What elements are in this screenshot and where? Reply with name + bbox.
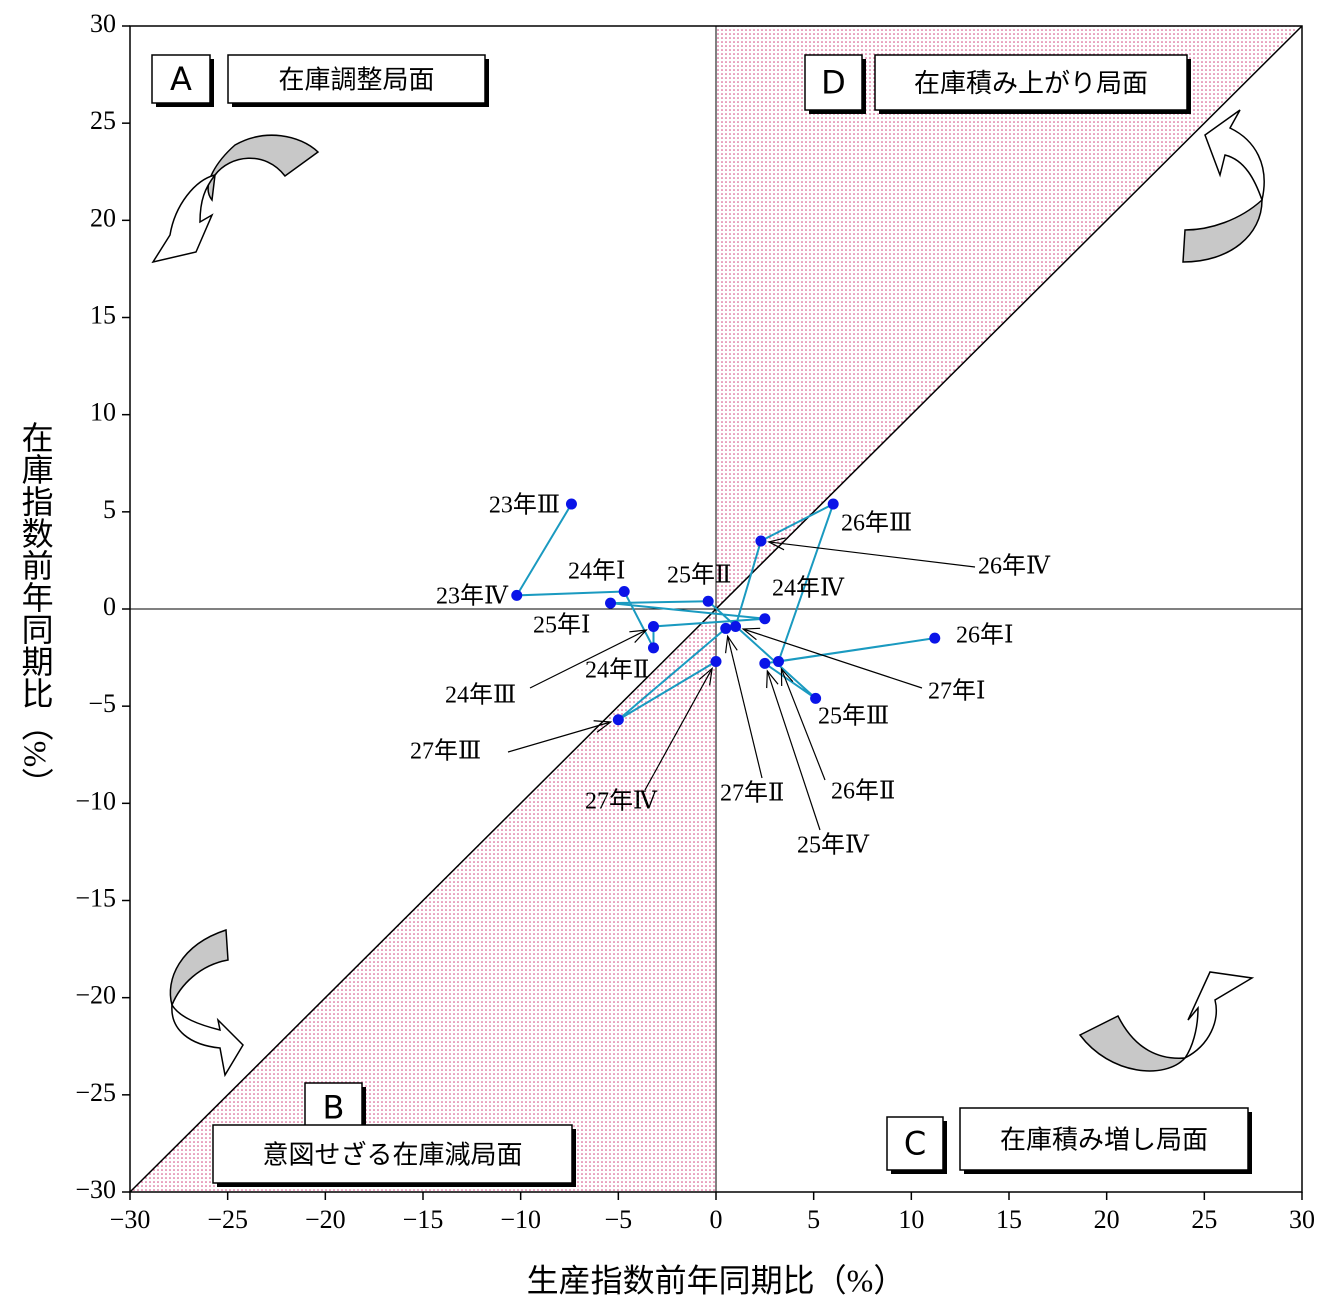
y-tick-label: −25 [75, 1078, 116, 1107]
y-tick-label: −5 [88, 689, 116, 718]
data-point [605, 597, 617, 609]
point-label: 27年Ⅳ [585, 788, 658, 815]
label-arrow [780, 668, 826, 781]
quadrant-label-box [212, 1124, 573, 1184]
y-tick-label: 20 [90, 203, 116, 232]
y-tick-label: −10 [75, 786, 116, 815]
label-arrow-head [766, 669, 779, 689]
point-label: 24年Ⅱ [585, 657, 649, 684]
quadrant-label-box-text: 在庫調整局面 [278, 66, 434, 96]
y-tick-label: 25 [90, 106, 116, 135]
quadrant-label-box-text: 在庫積み増し局面 [1000, 1126, 1208, 1156]
x-axis-title: 生産指数前年同期比（%） [527, 1262, 906, 1298]
quadrant-letter-box-text: C [904, 1125, 926, 1163]
x-tick-label: −25 [207, 1205, 248, 1234]
point-label: 25年Ⅰ [533, 612, 590, 639]
quadrant-label-box [874, 54, 1188, 111]
cycle-arrows [151, 109, 1265, 1078]
quadrant-letter-box [151, 54, 211, 104]
point-label: 25年Ⅱ [667, 562, 731, 589]
x-tick-label: −30 [110, 1205, 151, 1234]
x-tick-label: 25 [1191, 1205, 1217, 1234]
data-point [929, 632, 941, 644]
data-point [565, 498, 577, 510]
data-point [730, 620, 742, 632]
x-tick-label: 10 [898, 1205, 924, 1234]
label-arrow [644, 668, 713, 791]
y-tick-label: 10 [90, 398, 116, 427]
quadrant-label-box [959, 1107, 1249, 1171]
y-tick-label: 5 [103, 495, 116, 524]
point-label: 23年Ⅲ [489, 492, 560, 519]
point-label: 25年Ⅲ [818, 703, 889, 730]
label-arrow [742, 628, 923, 689]
quadrant-letter-box [304, 1082, 363, 1133]
y-tick-label: −30 [75, 1175, 116, 1204]
point-label: 24年Ⅳ [772, 575, 845, 602]
data-point [702, 595, 714, 607]
x-tick-label: 30 [1289, 1205, 1315, 1234]
data-point [618, 586, 630, 598]
point-label: 27年Ⅰ [928, 678, 985, 705]
x-tick-label: −10 [500, 1205, 541, 1234]
x-tick-label: 5 [807, 1205, 820, 1234]
y-tick-label: −20 [75, 981, 116, 1010]
label-arrow-head [767, 537, 786, 551]
y-tick-label: −15 [75, 883, 116, 912]
data-point [511, 589, 523, 601]
x-tick-label: 0 [710, 1205, 723, 1234]
quadrant-letter-box [804, 54, 863, 111]
point-label: 26年Ⅳ [978, 553, 1051, 580]
quadrant-label-box-text: 在庫積み上がり局面 [914, 69, 1148, 99]
quadrant-label-box-text: 意図せざる在庫減局面 [262, 1141, 522, 1171]
data-point [810, 692, 822, 704]
data-point [720, 622, 732, 634]
x-tick-label: −20 [305, 1205, 346, 1234]
data-point [647, 642, 659, 654]
point-label: 26年Ⅲ [841, 510, 912, 537]
y-tick-label: 15 [90, 300, 116, 329]
label-arrow [529, 629, 647, 689]
quadrant-letter-box-text: A [170, 60, 192, 98]
label-arrow-head [724, 634, 738, 654]
point-label: 26年Ⅰ [956, 622, 1013, 649]
point-label: 26年Ⅱ [831, 778, 895, 805]
y-tick-label: 0 [103, 592, 116, 621]
label-arrow-head [698, 666, 713, 686]
label-arrow-head [741, 627, 761, 641]
label-arrow-head [629, 629, 648, 643]
data-point [647, 620, 659, 632]
y-axis-title: 在庫指数前年同期比（%） [18, 421, 54, 800]
point-label: 27年Ⅲ [410, 738, 481, 765]
data-point [773, 655, 785, 667]
point-label: 23年Ⅳ [436, 583, 509, 610]
label-arrow [768, 541, 976, 568]
quadrant-letter-box-text: B [323, 1089, 345, 1127]
x-tick-label: −15 [403, 1205, 444, 1234]
x-tick-label: 20 [1094, 1205, 1120, 1234]
label-arrow-head [593, 720, 613, 733]
x-tick-label: −5 [604, 1205, 632, 1234]
x-tick-label: 15 [996, 1205, 1022, 1234]
quadrant-letter-box [886, 1116, 944, 1171]
data-point [710, 655, 722, 667]
data-point [755, 535, 767, 547]
data-point [827, 498, 839, 510]
data-point [759, 613, 771, 625]
data-point [612, 714, 624, 726]
point-label: 24年Ⅲ [445, 682, 516, 709]
label-arrow [507, 721, 611, 753]
point-label: 27年Ⅱ [720, 780, 784, 807]
point-label: 25年Ⅳ [797, 832, 870, 859]
label-arrow-head [780, 667, 794, 687]
label-arrow [727, 636, 763, 779]
y-tick-label: 30 [90, 9, 116, 38]
data-point [759, 657, 771, 669]
point-label: 24年Ⅰ [568, 558, 625, 585]
quadrant-label-box [227, 54, 486, 104]
quadrant-letter-box-text: D [821, 64, 846, 102]
label-arrow [766, 670, 821, 831]
